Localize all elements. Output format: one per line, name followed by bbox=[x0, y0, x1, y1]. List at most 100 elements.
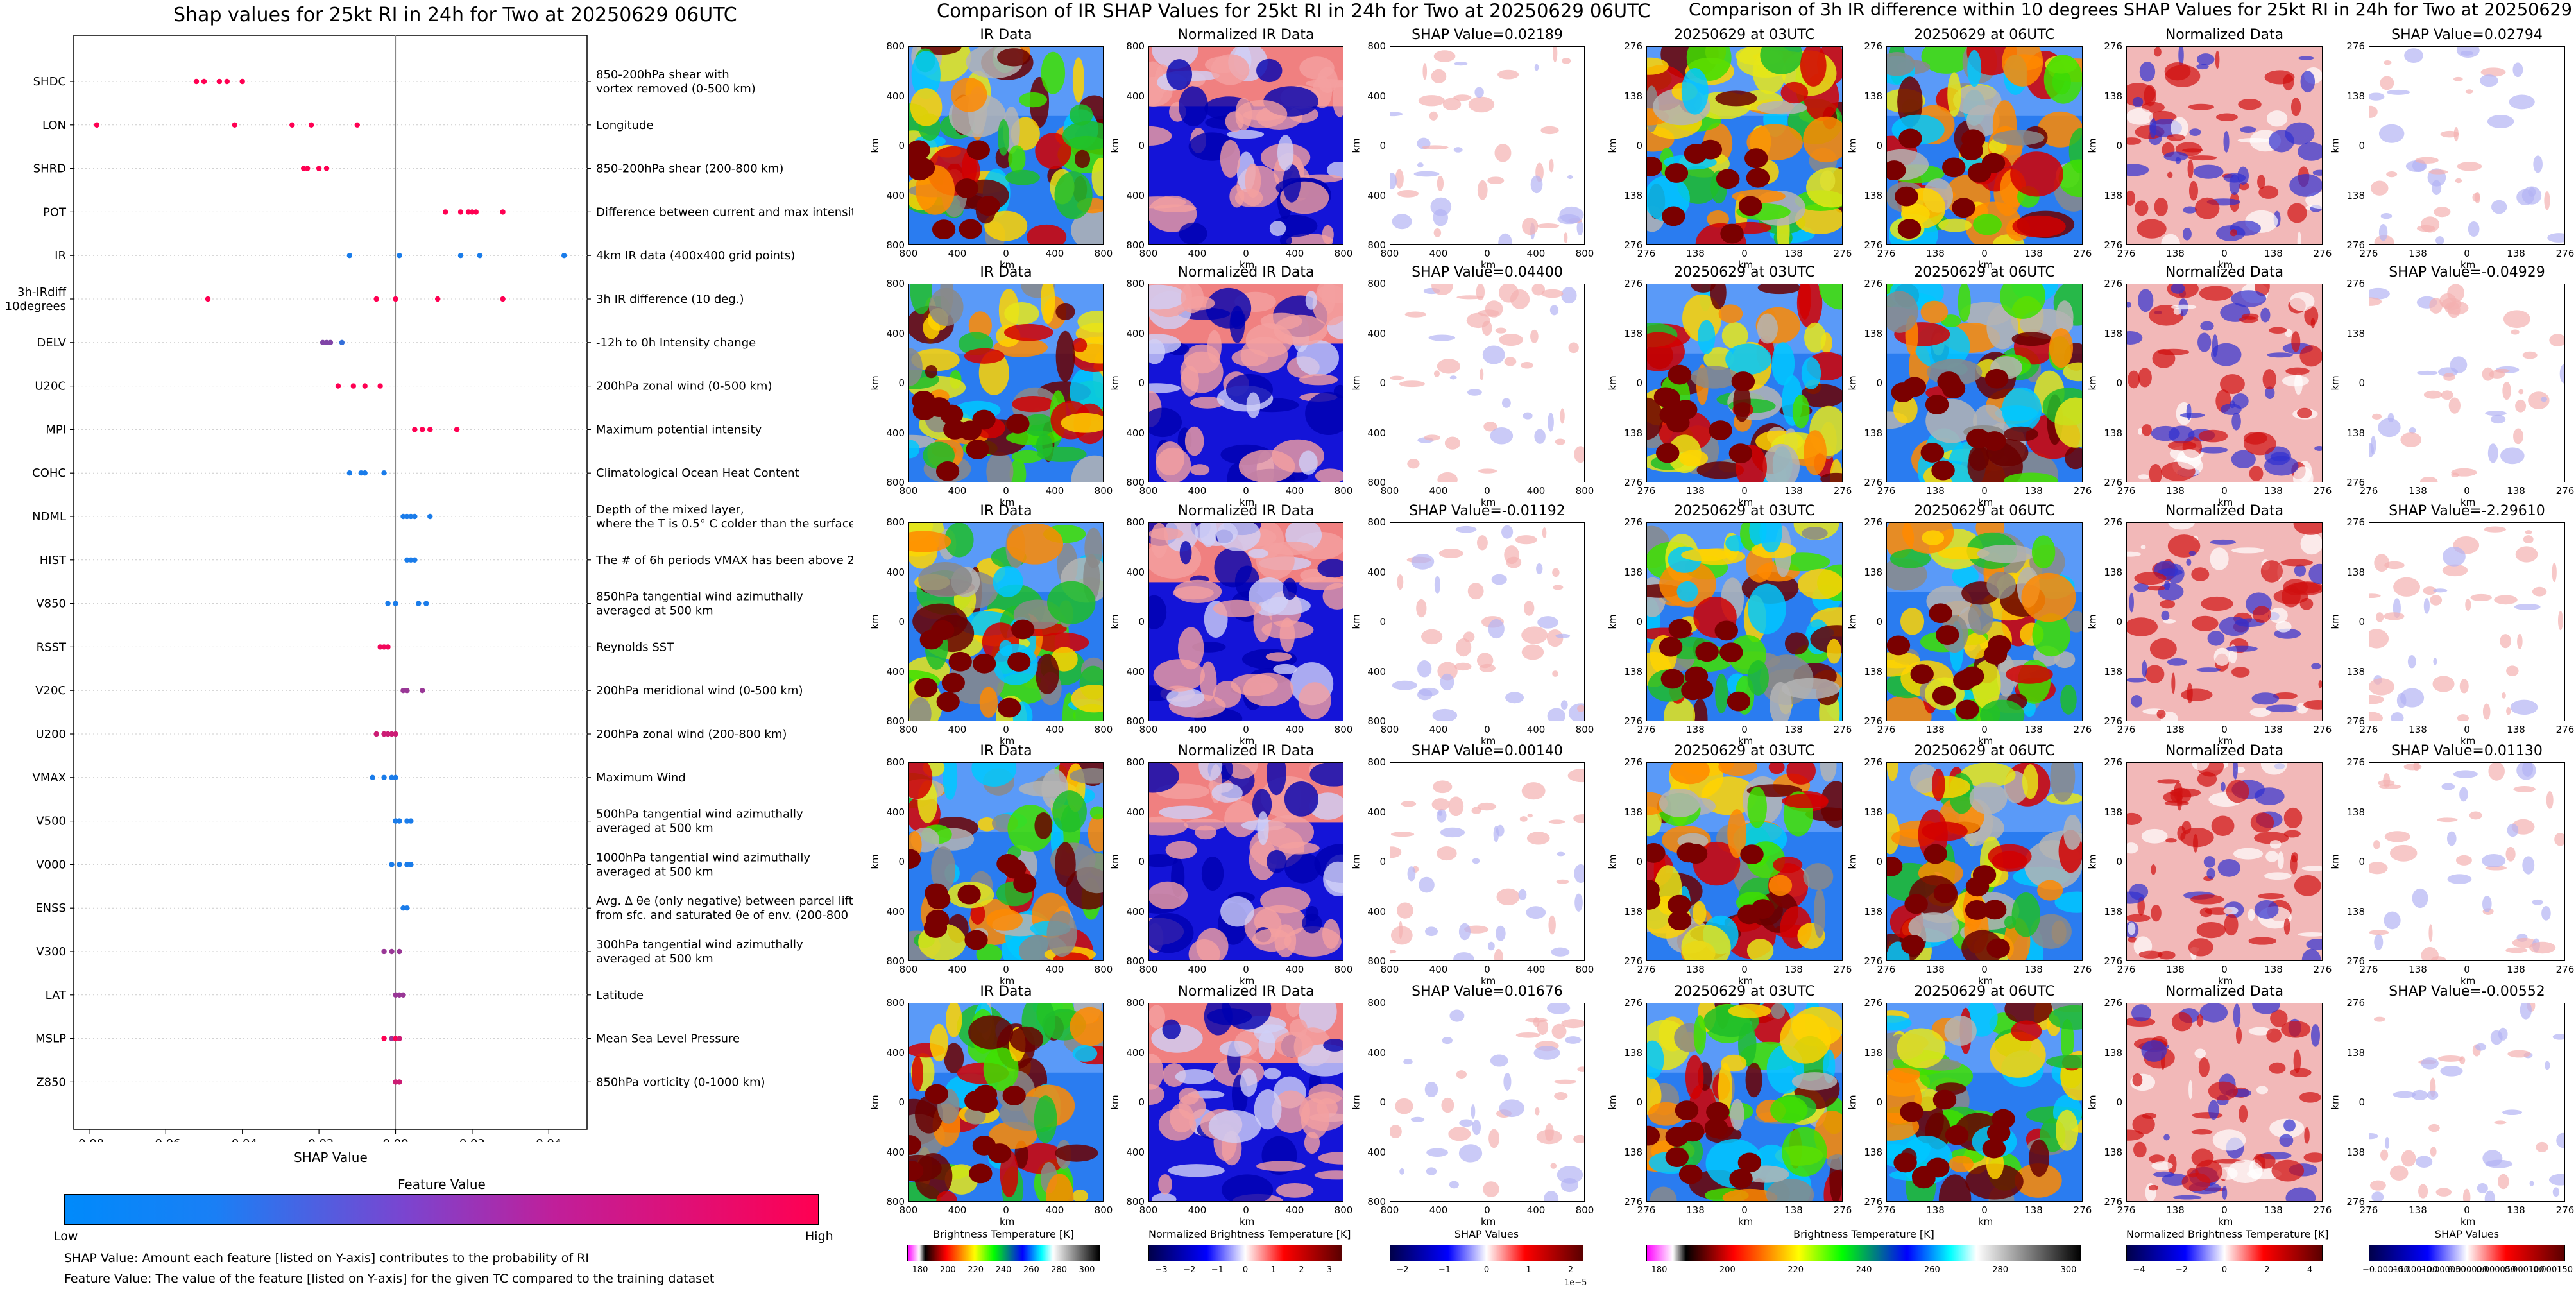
shap-point bbox=[385, 731, 391, 737]
shap-point bbox=[381, 1036, 387, 1041]
panel-xtick-label: 138 bbox=[1784, 248, 1803, 259]
colorbar-tick-mid-nbt: 3 bbox=[1326, 1265, 1333, 1275]
panel-xtick-label: 800 bbox=[1334, 485, 1353, 497]
shap-point bbox=[323, 166, 330, 171]
feature-name-label: SHRD bbox=[33, 162, 66, 176]
colorbar-tick-mid-nbt: −2 bbox=[1183, 1265, 1196, 1275]
panel-xtick-label: 0 bbox=[1003, 248, 1009, 259]
colorbar-title: Feature Value bbox=[398, 1177, 486, 1192]
panel-ytick-label: 276 bbox=[1624, 1196, 1642, 1208]
shap-point bbox=[427, 513, 433, 520]
feature-name-label: LON bbox=[42, 119, 66, 132]
feature-name-label: NDML bbox=[32, 510, 66, 524]
panel-title: IR Data bbox=[980, 503, 1032, 519]
panel-ytick-label: 800 bbox=[1126, 40, 1145, 52]
feature-description-label: Maximum Wind bbox=[596, 771, 686, 785]
panel-ytick-label: 800 bbox=[1367, 715, 1386, 727]
panel-ytick-label: 276 bbox=[2346, 516, 2365, 528]
panel-ylabel: km bbox=[1607, 614, 1619, 629]
feature-name-label: V500 bbox=[36, 815, 66, 828]
panel-ytick-label: 276 bbox=[2346, 477, 2365, 488]
shap-point bbox=[397, 948, 402, 955]
panel-ytick-label: 400 bbox=[886, 189, 905, 201]
panel-ytick-label: 276 bbox=[1864, 40, 1882, 52]
panel-ytick-label: 0 bbox=[898, 377, 905, 389]
panel-title: IR Data bbox=[980, 743, 1032, 759]
panel-ylabel: km bbox=[2329, 375, 2341, 391]
panel-ytick-label: 138 bbox=[1624, 1046, 1642, 1059]
panel-xlabel: km bbox=[1738, 975, 1753, 987]
colorbar-mid-shap bbox=[1390, 1245, 1583, 1261]
panel-xtick-label: 0 bbox=[1003, 724, 1009, 735]
panel-xtick-label: 800 bbox=[1575, 724, 1594, 735]
panel-xtick-label: 800 bbox=[1139, 248, 1158, 259]
panel-ytick-label: 138 bbox=[1624, 327, 1642, 339]
panel-xtick-label: 138 bbox=[2024, 964, 2043, 975]
panel-xlabel: km bbox=[2218, 1216, 2233, 1227]
panel-ytick-label: 276 bbox=[2104, 278, 2122, 289]
image-panel bbox=[908, 762, 1104, 961]
shap-point bbox=[289, 122, 295, 128]
panel-ytick-label: 400 bbox=[1367, 189, 1386, 201]
image-panel bbox=[1646, 762, 1843, 961]
image-panel bbox=[908, 284, 1104, 482]
panel-ytick-label: 800 bbox=[1367, 40, 1386, 52]
feature-name-label: V000 bbox=[36, 858, 66, 871]
panel-xtick-label: 0 bbox=[1741, 248, 1748, 259]
panel-ylabel: km bbox=[1607, 1095, 1619, 1110]
panel-xlabel: km bbox=[2461, 735, 2476, 747]
image-panel bbox=[2126, 46, 2323, 245]
panel-xtick-label: 138 bbox=[1686, 964, 1705, 975]
colorbar-right-bt bbox=[1646, 1245, 2081, 1261]
panel-xtick-label: 0 bbox=[2464, 724, 2470, 735]
panel-xtick-label: 800 bbox=[1139, 724, 1158, 735]
shap-point bbox=[404, 557, 410, 563]
shap-point bbox=[397, 253, 402, 259]
panel-xlabel: km bbox=[1978, 735, 1993, 747]
panel-title: Normalized Data bbox=[2165, 743, 2284, 759]
colorbar-tick-right-bt: 200 bbox=[1719, 1265, 1736, 1275]
panel-ytick-label: 138 bbox=[1864, 1046, 1882, 1059]
colorbar-tick-mid-nbt: 1 bbox=[1270, 1265, 1276, 1275]
panel-xtick-label: 138 bbox=[1686, 724, 1705, 735]
image-panel bbox=[1886, 522, 2083, 721]
shap-point bbox=[457, 209, 464, 215]
panel-xtick-label: 800 bbox=[1575, 1204, 1594, 1216]
panel-xtick-label: 800 bbox=[1334, 248, 1353, 259]
image-panel bbox=[1886, 46, 2083, 245]
panel-ytick-label: 400 bbox=[1367, 1046, 1386, 1059]
panel-ytick-label: 0 bbox=[1636, 140, 1642, 151]
panel-ytick-label: 400 bbox=[1126, 806, 1145, 818]
feature-name-label: SHDC bbox=[33, 75, 66, 89]
shap-point bbox=[373, 731, 379, 737]
panel-ytick-label: 138 bbox=[2346, 189, 2365, 201]
panel-xtick-label: 138 bbox=[1686, 1204, 1705, 1216]
shap-point bbox=[465, 209, 472, 215]
colorbar-label-mid-nbt: Normalized Brightness Temperature [K] bbox=[1148, 1228, 1351, 1240]
panel-xtick-label: 400 bbox=[1526, 724, 1546, 735]
image-panel bbox=[2369, 522, 2565, 721]
panel-ytick-label: 400 bbox=[886, 1046, 905, 1059]
panel-xtick-label: 800 bbox=[1094, 248, 1113, 259]
panel-xtick-label: 276 bbox=[2359, 485, 2378, 497]
panel-ytick-label: 276 bbox=[2346, 239, 2365, 251]
panel-xtick-label: 400 bbox=[1188, 724, 1207, 735]
panel-xlabel: km bbox=[1738, 497, 1753, 508]
panel-xtick-label: 276 bbox=[1833, 724, 1852, 735]
shap-point bbox=[408, 818, 414, 824]
shap-point bbox=[389, 948, 395, 955]
panel-xlabel: km bbox=[1000, 735, 1015, 747]
panel-xtick-label: 276 bbox=[1877, 485, 1896, 497]
panel-xlabel: km bbox=[2218, 259, 2233, 271]
shap-point bbox=[389, 862, 395, 867]
image-panel bbox=[1886, 1003, 2083, 1202]
panel-ytick-label: 0 bbox=[1138, 1097, 1145, 1108]
panel-ytick-label: 0 bbox=[1876, 856, 1882, 867]
colorbar-tick-right-nbt: 0 bbox=[2221, 1265, 2228, 1275]
shap-point bbox=[239, 78, 245, 85]
panel-xtick-label: 0 bbox=[1981, 724, 1988, 735]
panel-ytick-label: 800 bbox=[1126, 1196, 1145, 1208]
panel-xtick-label: 400 bbox=[1045, 964, 1064, 975]
panel-ytick-label: 138 bbox=[1864, 427, 1882, 439]
panel-xtick-label: 0 bbox=[1484, 248, 1490, 259]
